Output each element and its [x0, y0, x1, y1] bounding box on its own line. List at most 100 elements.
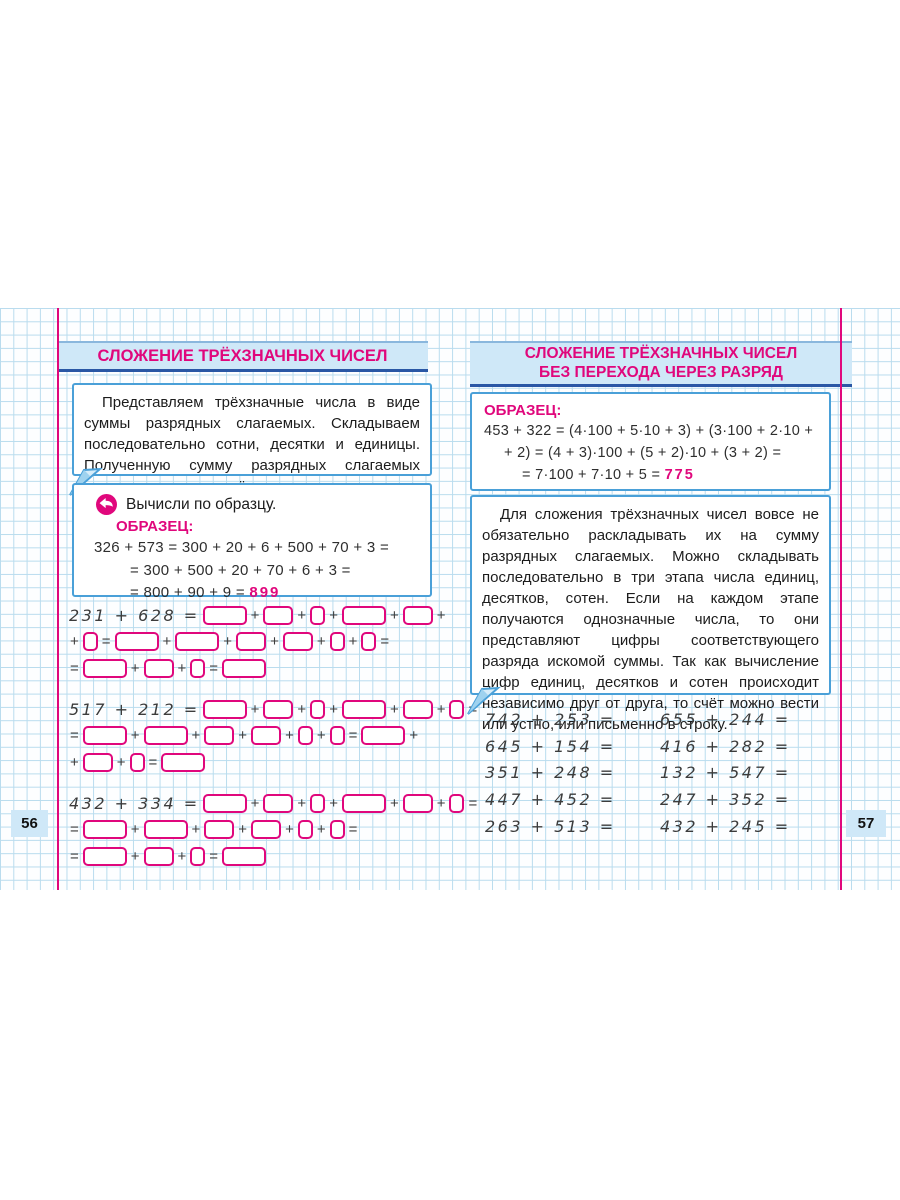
- page-number-right: 57: [846, 810, 886, 837]
- answer-box[interactable]: [202, 605, 247, 625]
- answer-box[interactable]: [297, 820, 313, 840]
- operator: +: [250, 700, 260, 718]
- answer-box[interactable]: [190, 658, 206, 678]
- answer-box[interactable]: [282, 632, 313, 652]
- answer-box[interactable]: [114, 632, 159, 652]
- answer-box[interactable]: [402, 793, 433, 813]
- operator: +: [389, 606, 399, 624]
- exercise-row: 263 + 513 =: [485, 813, 616, 840]
- exercise-row: 645 + 154 =: [485, 733, 616, 760]
- answer-box[interactable]: [143, 846, 174, 866]
- operator: =: [380, 633, 390, 651]
- operator: +: [130, 727, 140, 745]
- answer-box[interactable]: [82, 846, 127, 866]
- exercise-row: 351 + 248 =: [485, 760, 616, 787]
- exercise-line: = + + =: [69, 843, 439, 870]
- answer-box[interactable]: [263, 605, 294, 625]
- exercise-line: 432 + 334 = + + + + + =: [69, 790, 477, 817]
- answer-box[interactable]: [341, 699, 386, 719]
- answer-box[interactable]: [161, 752, 206, 772]
- answer-box[interactable]: [202, 793, 247, 813]
- answer-box[interactable]: [82, 752, 113, 772]
- answer-box[interactable]: [204, 820, 235, 840]
- answer-box[interactable]: [175, 632, 220, 652]
- answer-box[interactable]: [204, 726, 235, 746]
- operator: +: [70, 633, 79, 651]
- page-number-left: 56: [11, 810, 48, 837]
- operator: +: [297, 794, 307, 812]
- answer-box[interactable]: [310, 793, 326, 813]
- answer-box[interactable]: [222, 658, 267, 678]
- right-explanation-text: Для сложения трёхзначных чисел вовсе не …: [482, 506, 819, 733]
- answer-box[interactable]: [129, 752, 145, 772]
- answer-box[interactable]: [361, 632, 377, 652]
- exercise-problem: 645 + 154 =: [485, 736, 616, 756]
- answer-box[interactable]: [297, 726, 313, 746]
- answer-box[interactable]: [222, 846, 267, 866]
- exercise-row: 742 + 253 =: [485, 706, 616, 733]
- answer-box[interactable]: [82, 726, 127, 746]
- answer-box[interactable]: [143, 658, 174, 678]
- exercise-row: 132 + 547 =: [660, 760, 791, 787]
- operator: +: [70, 753, 79, 771]
- answer-box[interactable]: [361, 726, 406, 746]
- exercise-block: 517 + 212 =+++++==+++++=+++=: [69, 696, 477, 776]
- operator: +: [348, 633, 358, 651]
- operator: =: [209, 847, 219, 865]
- answer-box[interactable]: [310, 699, 326, 719]
- answer-box[interactable]: [82, 658, 127, 678]
- right-sample-box: ОБРАЗЕЦ: 453 + 322 = (4·100 + 5·10 + 3) …: [470, 392, 831, 491]
- operator: =: [209, 659, 219, 677]
- operator: +: [329, 606, 338, 624]
- exercise-block: 432 + 334 = + + + + + = = + + + + + = = + + =: [69, 790, 477, 870]
- exercise-line: 517 + 212 =+++++=: [69, 696, 477, 723]
- answer-box[interactable]: [310, 605, 326, 625]
- operator: +: [297, 700, 307, 718]
- answer-box[interactable]: [82, 632, 98, 652]
- left-sample-label: ОБРАЗЕЦ:: [116, 518, 194, 535]
- exercise-line: = + + + + + = +: [69, 723, 439, 750]
- operator: +: [191, 727, 201, 745]
- right-sample-answer: 775: [664, 466, 695, 483]
- answer-box[interactable]: [82, 820, 127, 840]
- operator: +: [297, 606, 307, 624]
- answer-box[interactable]: [143, 726, 188, 746]
- answer-box[interactable]: [449, 699, 465, 719]
- answer-box[interactable]: [402, 699, 433, 719]
- answer-box[interactable]: [329, 726, 345, 746]
- operator: +: [436, 794, 446, 812]
- exercise-problem: 416 + 282 =: [660, 736, 791, 756]
- answer-box[interactable]: [251, 726, 282, 746]
- answer-box[interactable]: [263, 699, 294, 719]
- answer-box[interactable]: [143, 820, 188, 840]
- right-sample-line: + 2) = (4 + 3)·100 + (5 + 2)·10 + (3 + 2…: [504, 444, 782, 461]
- operator: +: [389, 794, 399, 812]
- left-sample-line: 326 + 573 = 300 + 20 + 6 + 500 + 70 + 3 …: [94, 539, 390, 556]
- operator: +: [285, 821, 294, 839]
- exercise-problem: 447 + 452 =: [485, 790, 616, 810]
- answer-box[interactable]: [341, 605, 386, 625]
- answer-box[interactable]: [236, 632, 267, 652]
- right-sample-label: ОБРАЗЕЦ:: [484, 402, 562, 419]
- task-instruction: Вычисли по образцу.: [126, 495, 277, 513]
- answer-box[interactable]: [402, 605, 433, 625]
- answer-box[interactable]: [202, 699, 247, 719]
- right-exercise-column-2: 655 + 244 = 416 + 282 = 132 + 547 = 247 + 3…: [660, 706, 791, 840]
- exercise-problem: 247 + 352 =: [660, 790, 791, 810]
- answer-box[interactable]: [263, 793, 294, 813]
- operator: +: [329, 794, 338, 812]
- answer-box[interactable]: [190, 846, 206, 866]
- exercise-problem: 231 + 628 =: [69, 605, 200, 625]
- answer-box[interactable]: [329, 632, 345, 652]
- margin-line-right: [840, 308, 842, 890]
- operator: +: [409, 727, 419, 745]
- margin-line-left: [57, 308, 59, 890]
- operator: +: [250, 606, 260, 624]
- answer-box[interactable]: [449, 793, 465, 813]
- operator: +: [116, 753, 126, 771]
- left-sample-line: = 300 + 500 + 20 + 70 + 6 + 3 =: [130, 561, 351, 579]
- answer-box[interactable]: [251, 820, 282, 840]
- operator: +: [162, 633, 172, 651]
- answer-box[interactable]: [329, 820, 345, 840]
- answer-box[interactable]: [341, 793, 386, 813]
